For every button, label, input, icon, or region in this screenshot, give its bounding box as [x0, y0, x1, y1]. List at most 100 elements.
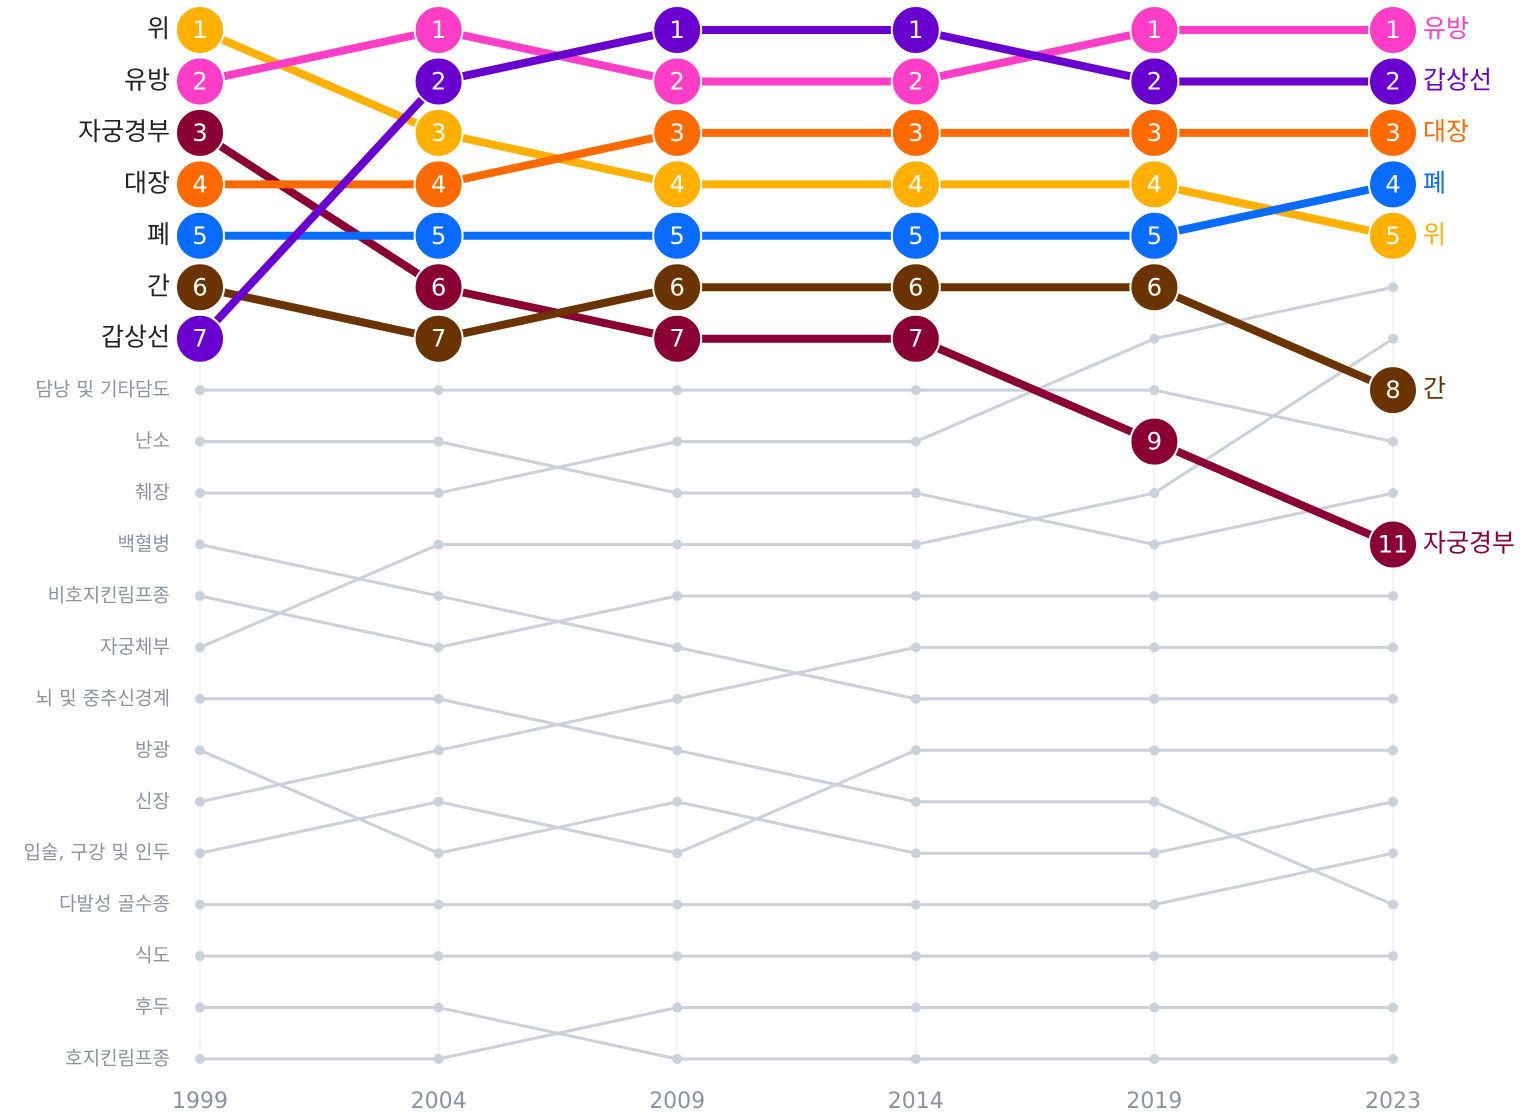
- other-line: [199, 748, 1393, 855]
- left-label: 신장: [135, 790, 170, 812]
- rank-label: 11: [1378, 531, 1409, 559]
- other-dot: [1149, 333, 1160, 344]
- other-dot: [1149, 1054, 1160, 1064]
- other-dot: [1388, 1002, 1398, 1013]
- other-dot: [1149, 951, 1160, 962]
- left-label: 폐: [147, 220, 170, 249]
- other-dot: [1149, 642, 1160, 653]
- other-dot: [910, 899, 921, 910]
- other-dot: [1149, 488, 1160, 499]
- other-line: [200, 285, 1394, 495]
- other-dot: [910, 642, 921, 653]
- rank-label: 7: [908, 325, 923, 353]
- other-dot: [1149, 848, 1160, 859]
- rank-marker: [413, 313, 464, 364]
- other-dot: [910, 590, 921, 601]
- right-label: 대장: [1423, 117, 1469, 146]
- other-dot: [910, 1054, 921, 1064]
- other-dot: [433, 1054, 444, 1064]
- other-line: [199, 543, 1393, 701]
- rank-label: 7: [192, 325, 207, 353]
- rank-marker: [652, 262, 703, 313]
- other-dot: [1149, 1002, 1160, 1013]
- rank-marker: [175, 107, 225, 158]
- other-dot: [195, 1002, 205, 1013]
- rank-label: 6: [670, 273, 685, 301]
- rank-marker: [1129, 416, 1180, 467]
- rank-label: 3: [1147, 119, 1162, 147]
- right-label: 간: [1423, 374, 1446, 403]
- rank-label: 9: [1147, 428, 1162, 456]
- other-dot: [195, 436, 205, 447]
- rank-marker: [652, 313, 703, 364]
- x-tick-label: 2019: [1126, 1089, 1182, 1114]
- series-line: [197, 129, 1395, 549]
- rank-label: 6: [192, 273, 207, 301]
- other-dot: [195, 899, 205, 910]
- other-dot: [672, 848, 683, 859]
- rank-label: 3: [192, 119, 207, 147]
- rank-marker: [1368, 159, 1418, 210]
- rank-marker: [1129, 5, 1180, 55]
- rank-marker: [175, 159, 225, 210]
- other-line: [200, 1006, 1393, 1061]
- right-label: 폐: [1423, 168, 1446, 197]
- rank-marker: [890, 210, 941, 261]
- left-label: 후두: [135, 996, 170, 1018]
- other-dot: [672, 1054, 683, 1064]
- rank-marker: [413, 5, 464, 55]
- rank-marker: [1368, 56, 1418, 107]
- other-dot: [1149, 796, 1160, 807]
- rank-marker: [1368, 519, 1418, 570]
- rank-marker: [175, 5, 225, 55]
- rank-label: 1: [670, 16, 685, 44]
- rank-label: 4: [192, 170, 207, 198]
- rank-marker: [175, 313, 225, 364]
- other-dot: [195, 590, 205, 601]
- other-dot: [910, 436, 921, 447]
- rank-label: 4: [1385, 170, 1400, 198]
- rank-label: 3: [670, 119, 685, 147]
- series-line: [200, 128, 1393, 189]
- other-dot: [195, 539, 205, 550]
- other-dot: [1388, 488, 1398, 499]
- other-dot: [433, 488, 444, 499]
- rank-label: 5: [192, 222, 207, 250]
- other-dot: [910, 385, 921, 396]
- other-dot: [433, 951, 444, 962]
- rank-label: 3: [908, 119, 923, 147]
- rank-marker: [890, 5, 941, 55]
- x-tick-label: 1999: [172, 1089, 228, 1114]
- rank-marker: [1368, 365, 1418, 416]
- left-label: 다발성 골수종: [59, 893, 170, 915]
- rank-label: 5: [431, 222, 446, 250]
- other-dot: [433, 693, 444, 704]
- left-label: 위: [147, 14, 170, 43]
- other-dot: [433, 745, 444, 756]
- rank-marker: [175, 210, 225, 261]
- other-dot: [1149, 539, 1160, 550]
- rank-label: 1: [1385, 16, 1400, 44]
- rank-label: 1: [192, 16, 207, 44]
- rank-label: 4: [431, 170, 446, 198]
- other-dot: [1388, 951, 1398, 962]
- left-label: 대장: [124, 168, 170, 197]
- other-line: [199, 337, 1394, 649]
- left-label: 자궁체부: [100, 636, 170, 658]
- other-dot: [1388, 796, 1398, 807]
- other-dot: [433, 539, 444, 550]
- rank-label: 7: [670, 325, 685, 353]
- rank-label: 2: [431, 67, 446, 95]
- rank-marker: [1129, 159, 1180, 210]
- left-label: 뇌 및 중추신경계: [36, 687, 170, 709]
- other-dot: [672, 796, 683, 807]
- left-label: 유방: [124, 65, 170, 94]
- other-dot: [672, 488, 683, 499]
- rank-marker: [652, 210, 703, 261]
- rank-label: 4: [670, 170, 685, 198]
- rank-marker: [890, 313, 941, 364]
- left-label: 호지킨림프종: [65, 1048, 170, 1070]
- rank-label: 8: [1385, 376, 1400, 404]
- other-dot: [672, 899, 683, 910]
